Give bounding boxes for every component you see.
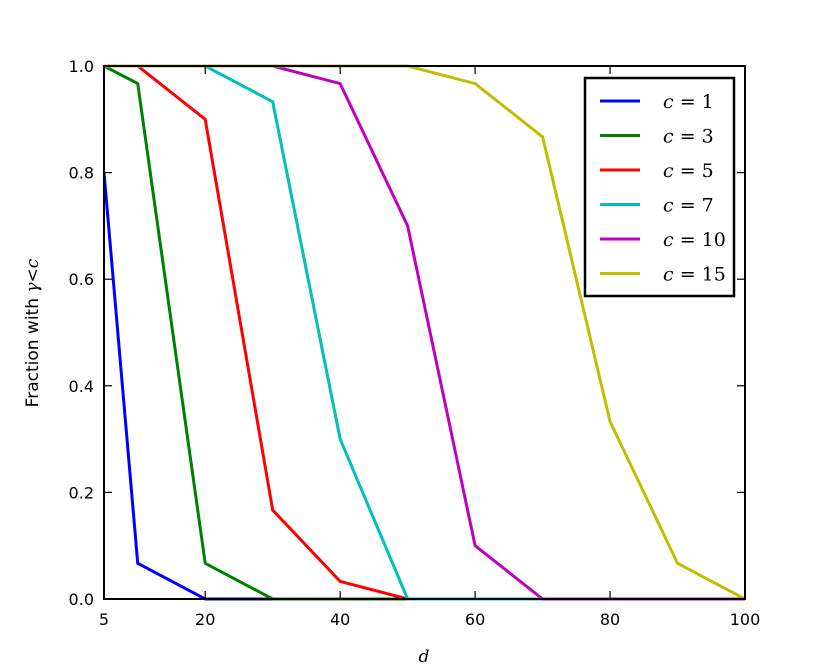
legend-entry-5: c = 10 — [600, 229, 726, 251]
y-tick-label: 0.0 — [69, 590, 94, 609]
x-axis-label: d — [419, 647, 430, 666]
legend-label: c = 15 — [663, 264, 726, 286]
legend-entry-2: c = 3 — [600, 126, 714, 148]
legend-label: c = 3 — [663, 126, 714, 148]
x-tick-label: 80 — [600, 610, 620, 629]
legend-entry-4: c = 7 — [600, 195, 714, 217]
legend-label: c = 1 — [663, 91, 714, 113]
ticks-layer: 5 20 40 60 80 100 0.0 0.2 0.4 0.6 0.8 1.0 — [69, 57, 761, 629]
legend-entry-6: c = 15 — [600, 264, 726, 286]
legend-label: c = 10 — [663, 229, 726, 251]
legend-entry-3: c = 5 — [600, 160, 714, 182]
y-axis-label-prefix: Fraction with — [23, 293, 43, 408]
legend-entry-1: c = 1 — [600, 91, 714, 113]
x-tick-label: 40 — [330, 610, 350, 629]
y-axis-label: Fraction with γ<c — [23, 258, 43, 407]
x-tick-label: 5 — [99, 610, 109, 629]
y-axis-label-math: γ<c — [23, 258, 43, 292]
y-tick-label: 0.8 — [69, 164, 94, 183]
plot-frame — [103, 65, 746, 600]
y-tick-label: 1.0 — [69, 57, 94, 76]
x-tick-label: 20 — [195, 610, 215, 629]
legend-label: c = 5 — [663, 160, 714, 182]
x-tick-label: 60 — [465, 610, 485, 629]
legend-frame — [583, 76, 736, 298]
svg-text:Fraction with γ<c: Fraction with γ<c — [23, 258, 43, 407]
x-tick-label: 100 — [730, 610, 761, 629]
legend-label: c = 7 — [663, 195, 714, 217]
legend-entries: c = 1 c = 3 c = 5 c = 7 c = 10 c = 15 — [600, 91, 726, 286]
y-tick-label: 0.2 — [69, 483, 94, 502]
y-tick-label: 0.4 — [69, 377, 94, 396]
legend: c = 1 c = 3 c = 5 c = 7 c = 10 c = 15 — [583, 76, 736, 298]
y-tick-label: 0.6 — [69, 270, 94, 289]
x-axis-label-text: d — [419, 647, 430, 666]
